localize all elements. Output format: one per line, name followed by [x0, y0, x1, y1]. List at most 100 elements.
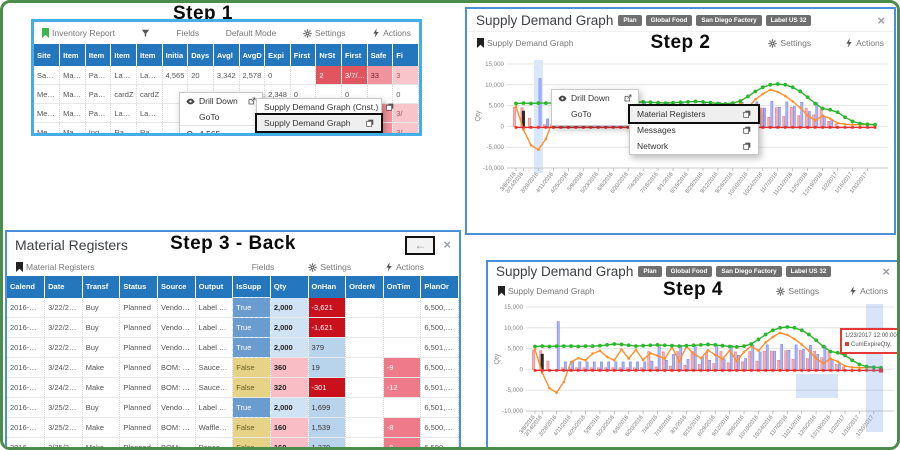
submenu-item[interactable]: Network — [630, 138, 758, 154]
close-icon[interactable]: × — [877, 12, 885, 28]
table-row[interactable]: 2016-… 3/25/2… Make Planned BOM: … Panca… Fals… — [7, 437, 459, 447]
mode-button[interactable]: Default Mode — [225, 28, 277, 38]
column-header[interactable]: Item — [110, 44, 137, 66]
submenu-item[interactable]: Supply Demand Graph — [255, 113, 383, 133]
column-header[interactable]: Status — [119, 276, 158, 298]
report-bookmark[interactable]: Inventory Report — [42, 28, 115, 38]
submenu-item[interactable]: Material Registers — [628, 104, 760, 124]
actions-button[interactable]: Actions — [849, 286, 888, 296]
column-header[interactable]: Source — [157, 276, 196, 298]
table-cell: Planned — [119, 337, 158, 358]
table-row[interactable]: Sa… Ma… Pa… La… La… 4,565 20 3,342 2,578 0 2 3/7/… 3… — [34, 66, 419, 85]
table-cell: Label … — [195, 317, 234, 338]
table-cell: BOM: … — [157, 377, 196, 398]
column-header[interactable]: Qty — [270, 276, 309, 298]
column-header[interactable]: Item — [136, 44, 163, 66]
svg-text:0: 0 — [501, 123, 505, 130]
column-header[interactable]: NrSt — [315, 44, 342, 66]
graph-bookmark[interactable]: Supply Demand Graph — [477, 38, 573, 48]
column-header[interactable]: Output — [195, 276, 234, 298]
column-header[interactable]: First — [290, 44, 317, 66]
context-badge: Label US 32 — [765, 15, 812, 26]
table-cell: -1,621 — [308, 317, 347, 338]
close-icon[interactable]: × — [443, 237, 451, 252]
selection-band[interactable] — [866, 304, 883, 432]
column-header[interactable]: Initia — [162, 44, 189, 66]
column-header[interactable]: Safe — [367, 44, 394, 66]
table-cell: La… — [136, 103, 163, 123]
actions-button[interactable]: Actions — [372, 28, 411, 38]
column-header[interactable]: OnTim — [383, 276, 422, 298]
filter-icon[interactable] — [141, 29, 150, 38]
table-cell: -8 — [383, 437, 422, 447]
settings-button[interactable]: Settings — [308, 262, 351, 272]
submenu-item-label: Supply Demand Graph (Cnst.) — [264, 102, 379, 112]
table-cell: 3/25/2… — [44, 417, 83, 438]
supply-demand-panel-step2: Supply Demand Graph Plan Global Food San D… — [465, 7, 896, 235]
close-icon[interactable]: × — [882, 263, 890, 279]
column-header[interactable]: Item — [59, 44, 86, 66]
selection-rect[interactable] — [796, 374, 838, 398]
actions-button[interactable]: Actions — [385, 262, 424, 272]
table-cell: 2016-… — [7, 297, 46, 318]
column-header[interactable]: Date — [44, 276, 83, 298]
series-dot — [845, 342, 849, 346]
table-cell: 2016-… — [7, 397, 46, 418]
column-header[interactable]: Item — [85, 44, 112, 66]
table-cell: cardZ — [110, 84, 137, 104]
table-row[interactable]: 2016-… 3/25/2… Make Planned BOM: … Waffle… Fal… — [7, 417, 459, 438]
table-row[interactable]: 2016-… 3/22/2… Buy Planned Vendo… Label … True… — [7, 337, 459, 358]
column-header[interactable]: PlanOr — [420, 276, 459, 298]
column-header[interactable]: Fi — [392, 44, 419, 66]
menu-item-goto[interactable]: GoTo — [571, 109, 592, 119]
back-button[interactable]: ← — [405, 235, 436, 255]
column-header[interactable]: Transf — [82, 276, 121, 298]
column-header[interactable]: Avgl — [213, 44, 240, 66]
table-cell: 6,501,… — [420, 397, 459, 418]
table-cell: 4,565 — [162, 66, 189, 85]
fields-button[interactable]: Fields — [176, 28, 200, 38]
column-header[interactable]: AvgD — [239, 44, 266, 66]
column-header[interactable]: OrderN — [345, 276, 384, 298]
column-header[interactable]: OnHan — [308, 276, 347, 298]
column-header[interactable]: Site — [34, 44, 61, 66]
submenu-item[interactable]: Messages — [630, 122, 758, 138]
menu-item-search[interactable]: 4,565 — [180, 125, 262, 133]
table-row[interactable]: 2016-… 3/25/2… Buy Planned Vendo… Label … True… — [7, 397, 459, 418]
table-row[interactable]: 2016-… 3/24/2… Make Planned BOM: … Sauce… Fals… — [7, 377, 459, 398]
column-header[interactable]: Expi — [264, 44, 291, 66]
column-header[interactable]: Days — [187, 44, 214, 66]
table-cell — [345, 337, 384, 358]
settings-button[interactable]: Settings — [768, 38, 811, 48]
column-header[interactable]: First — [341, 44, 368, 66]
column-header[interactable]: Calend — [7, 276, 46, 298]
settings-button[interactable]: Settings — [303, 28, 346, 38]
registers-bookmark[interactable]: Material Registers — [16, 262, 95, 272]
table-cell: Ma… — [59, 122, 86, 133]
table-cell: Make — [82, 357, 121, 378]
submenu-item[interactable]: Supply Demand Graph (Cnst.) — [257, 99, 394, 115]
table-cell: Me… — [34, 122, 61, 133]
table-cell: Planned — [119, 397, 158, 418]
chart-context-menu: Drill Down GoTo — [551, 89, 639, 126]
menu-item-drill-down[interactable]: Drill Down — [180, 93, 262, 109]
menu-item-goto[interactable]: GoTo — [199, 112, 220, 122]
supply-demand-chart[interactable]: 15,000 10,000 5,000 0 -5,000 -10,000 Qty 3/6/20… — [492, 302, 896, 447]
table-cell: Pa… — [85, 103, 112, 123]
table-row[interactable]: 2016-… 3/22/2… Buy Planned Vendo… Label … True… — [7, 297, 459, 318]
graph-title: Supply Demand Graph — [476, 13, 614, 28]
table-cell: 6,500,… — [420, 317, 459, 338]
menu-item-drill-down[interactable]: Drill Down — [552, 90, 638, 106]
context-badge: San Diego Factory — [696, 15, 762, 26]
bookmark-icon — [498, 286, 505, 296]
svg-text:15,000: 15,000 — [504, 304, 523, 311]
registers-toolbar: Material Registers Fields Settings Actio… — [7, 258, 459, 276]
graph-bookmark[interactable]: Supply Demand Graph — [498, 286, 594, 296]
table-cell: 0 — [392, 84, 419, 104]
fields-button[interactable]: Fields — [251, 262, 275, 272]
settings-button[interactable]: Settings — [776, 286, 819, 296]
table-row[interactable]: 2016-… 3/22/2… Buy Planned Vendo… Label … True… — [7, 317, 459, 338]
table-row[interactable]: 2016-… 3/24/2… Make Planned BOM: … Sauce… Fals… — [7, 357, 459, 378]
column-header[interactable]: IsSupp — [232, 276, 271, 298]
actions-button[interactable]: Actions — [845, 38, 884, 48]
